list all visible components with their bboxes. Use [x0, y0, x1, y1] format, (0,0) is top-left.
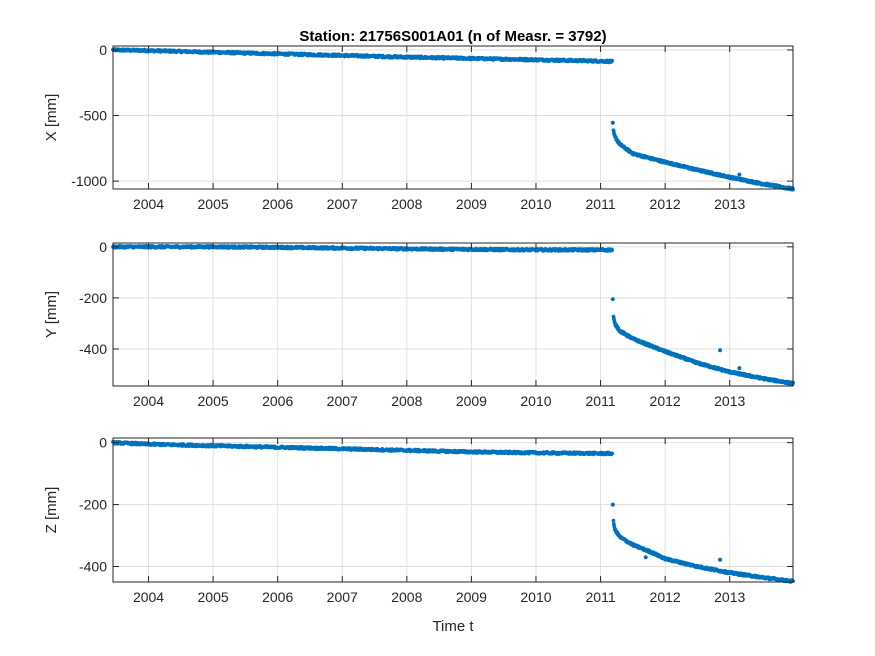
x-tick-label: 2012 — [650, 589, 681, 605]
axes-frame — [112, 437, 794, 583]
plot-area — [113, 438, 793, 582]
x-tick-label: 2005 — [198, 589, 229, 605]
outlier-point — [737, 172, 742, 177]
chart-title: Station: 21756S001A01 (n of Measr. = 379… — [299, 28, 606, 45]
data-point — [610, 248, 615, 253]
data-points — [111, 243, 795, 387]
y-tick-label: -400 — [79, 559, 107, 575]
outlier-point — [610, 502, 615, 507]
x-tick-label: 2004 — [133, 589, 164, 605]
outlier-point — [610, 297, 615, 302]
y-tick-label: 0 — [99, 239, 107, 255]
x-tick-label: 2010 — [520, 589, 551, 605]
x-tick-label: 2007 — [327, 589, 358, 605]
y-tick-label: -500 — [79, 108, 107, 124]
outlier-point — [737, 366, 742, 371]
y-tick-label: -1000 — [71, 173, 107, 189]
y-displacement-panel: 2004 2005 2006 2007 2008 2009 2010 2011 2012 2013… — [43, 239, 795, 409]
outlier-point — [610, 120, 615, 125]
x-tick-label: 2007 — [327, 393, 358, 409]
y-tick-label: 0 — [99, 42, 107, 58]
x-tick-label: 2011 — [586, 393, 616, 409]
x-tick-label: 2008 — [391, 589, 422, 605]
x-tick-label: 2012 — [650, 196, 681, 212]
x-tick-label: 2006 — [262, 589, 293, 605]
x-tick-label: 2005 — [198, 196, 229, 212]
data-point — [610, 59, 615, 63]
y-tick-label: -400 — [79, 341, 107, 357]
x-tick-label: 2012 — [650, 393, 681, 409]
x-tick-label: 2006 — [262, 196, 293, 212]
z-displacement-panel: 2004 2005 2006 2007 2008 2009 2010 2011 2012 2013… — [43, 435, 795, 635]
outlier-point — [718, 348, 723, 353]
outlier-point — [643, 555, 648, 560]
x-tick-label: 2013 — [714, 393, 745, 409]
x-tick-label: 2011 — [586, 589, 616, 605]
y-axis-label: Y [mm] — [43, 291, 60, 338]
x-tick-label: 2009 — [456, 393, 487, 409]
x-tick-label: 2011 — [586, 196, 616, 212]
x-tick-label: 2006 — [262, 393, 293, 409]
x-tick-label: 2005 — [198, 393, 229, 409]
x-tick-label: 2010 — [520, 196, 551, 212]
axes-frame — [112, 242, 794, 387]
x-tick-label: 2008 — [391, 393, 422, 409]
x-displacement-panel: 2004 2005 2006 2007 2008 2009 2010 2011 2012 2013… — [43, 42, 795, 212]
x-tick-label: 2009 — [456, 589, 487, 605]
data-point — [610, 451, 615, 456]
z-axis-label: Z [mm] — [43, 487, 60, 534]
y-tick-label: 0 — [99, 435, 107, 451]
y-tick-label: -200 — [79, 497, 107, 513]
x-tick-label: 2008 — [391, 196, 422, 212]
outlier-point — [718, 557, 723, 562]
x-tick-label: 2013 — [714, 196, 745, 212]
x-tick-label: 2004 — [133, 196, 164, 212]
x-tick-label: 2009 — [456, 196, 487, 212]
plot-area — [113, 243, 793, 386]
y-tick-label: -200 — [79, 290, 107, 306]
x-tick-label: 2013 — [714, 589, 745, 605]
x-axis-label: X [mm] — [43, 94, 60, 142]
data-point — [611, 518, 616, 523]
axes-frame — [112, 45, 794, 190]
x-tick-label: 2004 — [133, 393, 164, 409]
data-points — [111, 47, 795, 192]
x-tick-label: 2007 — [327, 196, 358, 212]
x-axis-label: Time t — [432, 618, 474, 635]
data-points — [111, 439, 795, 584]
x-tick-label: 2010 — [520, 393, 551, 409]
